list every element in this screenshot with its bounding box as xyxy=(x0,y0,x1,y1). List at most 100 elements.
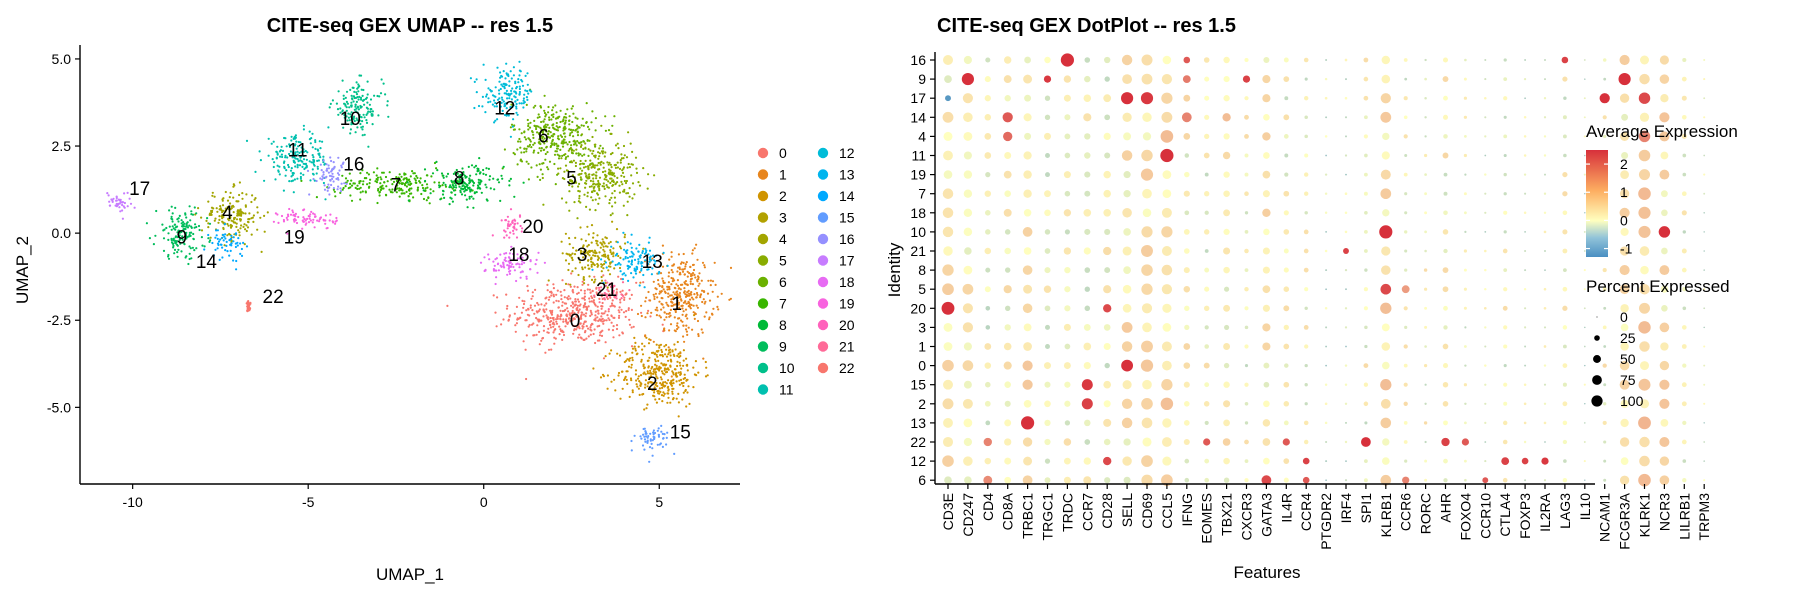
dot xyxy=(1283,343,1290,350)
dot xyxy=(1223,190,1230,197)
dotplot-row-11 xyxy=(943,148,1706,163)
dot xyxy=(1524,59,1527,61)
dot xyxy=(1284,363,1289,368)
legend-label-20: 20 xyxy=(839,317,855,333)
dot xyxy=(1503,382,1508,387)
dot xyxy=(1161,207,1172,218)
dot xyxy=(1084,190,1091,197)
dot xyxy=(1324,307,1328,310)
dot xyxy=(984,209,991,216)
dot xyxy=(1524,249,1527,253)
dot xyxy=(1703,422,1705,424)
dot xyxy=(983,475,993,485)
dotplot-dots xyxy=(941,53,1706,487)
dot xyxy=(1562,325,1568,330)
dot xyxy=(1122,246,1132,256)
dot xyxy=(962,283,974,295)
color-legend-label: -1 xyxy=(1620,241,1633,257)
legend-label-21: 21 xyxy=(839,339,855,355)
size-legend-dot xyxy=(1596,316,1598,318)
dot xyxy=(1703,154,1706,157)
dot xyxy=(1083,342,1092,351)
dot xyxy=(1583,59,1586,61)
umap-label-21: 21 xyxy=(596,280,617,301)
dot xyxy=(1484,78,1487,81)
dot xyxy=(1262,266,1270,274)
dot xyxy=(1223,381,1230,388)
dot xyxy=(1424,440,1427,444)
dot xyxy=(1302,476,1310,484)
feature-label-KLRK1: KLRK1 xyxy=(1637,493,1653,538)
dot xyxy=(1403,58,1408,62)
legend-swatch-13 xyxy=(817,169,829,180)
dot xyxy=(1620,170,1629,179)
dot xyxy=(1681,248,1687,254)
umap-y-label: UMAP_2 xyxy=(13,236,32,304)
dot xyxy=(1181,112,1192,123)
dot xyxy=(1543,326,1547,329)
dot xyxy=(1003,361,1012,370)
dot xyxy=(1584,192,1586,195)
dot xyxy=(1380,398,1391,409)
dot xyxy=(1443,305,1448,311)
dot xyxy=(962,360,974,371)
dot xyxy=(1262,323,1271,332)
dot xyxy=(1703,345,1706,348)
dot xyxy=(1638,473,1651,487)
legend-swatch-0 xyxy=(757,147,769,159)
dot xyxy=(1083,457,1091,465)
dot xyxy=(1103,456,1112,466)
dot xyxy=(1483,306,1487,310)
dot xyxy=(1141,397,1153,410)
dot xyxy=(1104,477,1111,484)
dot xyxy=(1640,361,1649,371)
identity-label-0: 0 xyxy=(918,358,926,374)
dotplot-row-7 xyxy=(942,187,1706,200)
legend-label-0: 0 xyxy=(779,145,787,161)
dot xyxy=(1044,362,1051,370)
dot xyxy=(1703,441,1706,443)
size-legend-dot xyxy=(1593,355,1601,363)
dot xyxy=(1244,364,1249,368)
dot xyxy=(1023,113,1032,122)
dot xyxy=(1583,307,1586,310)
dot xyxy=(1204,172,1209,177)
feature-label-CCR6: CCR6 xyxy=(1398,493,1414,531)
umap-label-13: 13 xyxy=(642,252,663,273)
dot xyxy=(1304,383,1308,387)
dot xyxy=(1304,287,1309,292)
dot xyxy=(1344,402,1348,405)
dot xyxy=(1562,420,1568,426)
feature-label-TRPM3: TRPM3 xyxy=(1696,493,1712,541)
dot xyxy=(1503,287,1508,292)
dot xyxy=(1682,230,1687,234)
dot xyxy=(1283,477,1289,483)
dot xyxy=(943,170,953,179)
dot xyxy=(1443,478,1448,483)
dot xyxy=(1345,288,1347,291)
dot xyxy=(1262,438,1271,446)
dot xyxy=(984,152,992,159)
dot xyxy=(1659,131,1670,142)
dot xyxy=(1404,77,1408,81)
dot xyxy=(1325,460,1328,463)
dot xyxy=(1223,209,1231,217)
dot xyxy=(1620,323,1629,332)
dot xyxy=(1003,75,1012,84)
dot xyxy=(1044,190,1051,198)
legend-label-15: 15 xyxy=(839,210,855,226)
dot xyxy=(1244,344,1249,349)
dot xyxy=(1244,96,1249,101)
dot xyxy=(941,301,955,315)
dot xyxy=(1045,172,1050,178)
legend-label-6: 6 xyxy=(779,274,787,290)
dot xyxy=(1262,94,1271,103)
dot xyxy=(1284,172,1289,177)
dot xyxy=(1303,267,1309,273)
dot xyxy=(1639,399,1650,409)
dot xyxy=(1160,130,1174,143)
dot xyxy=(1382,438,1390,446)
dot xyxy=(1161,246,1172,256)
dot xyxy=(1484,192,1487,195)
dot xyxy=(1324,192,1328,195)
